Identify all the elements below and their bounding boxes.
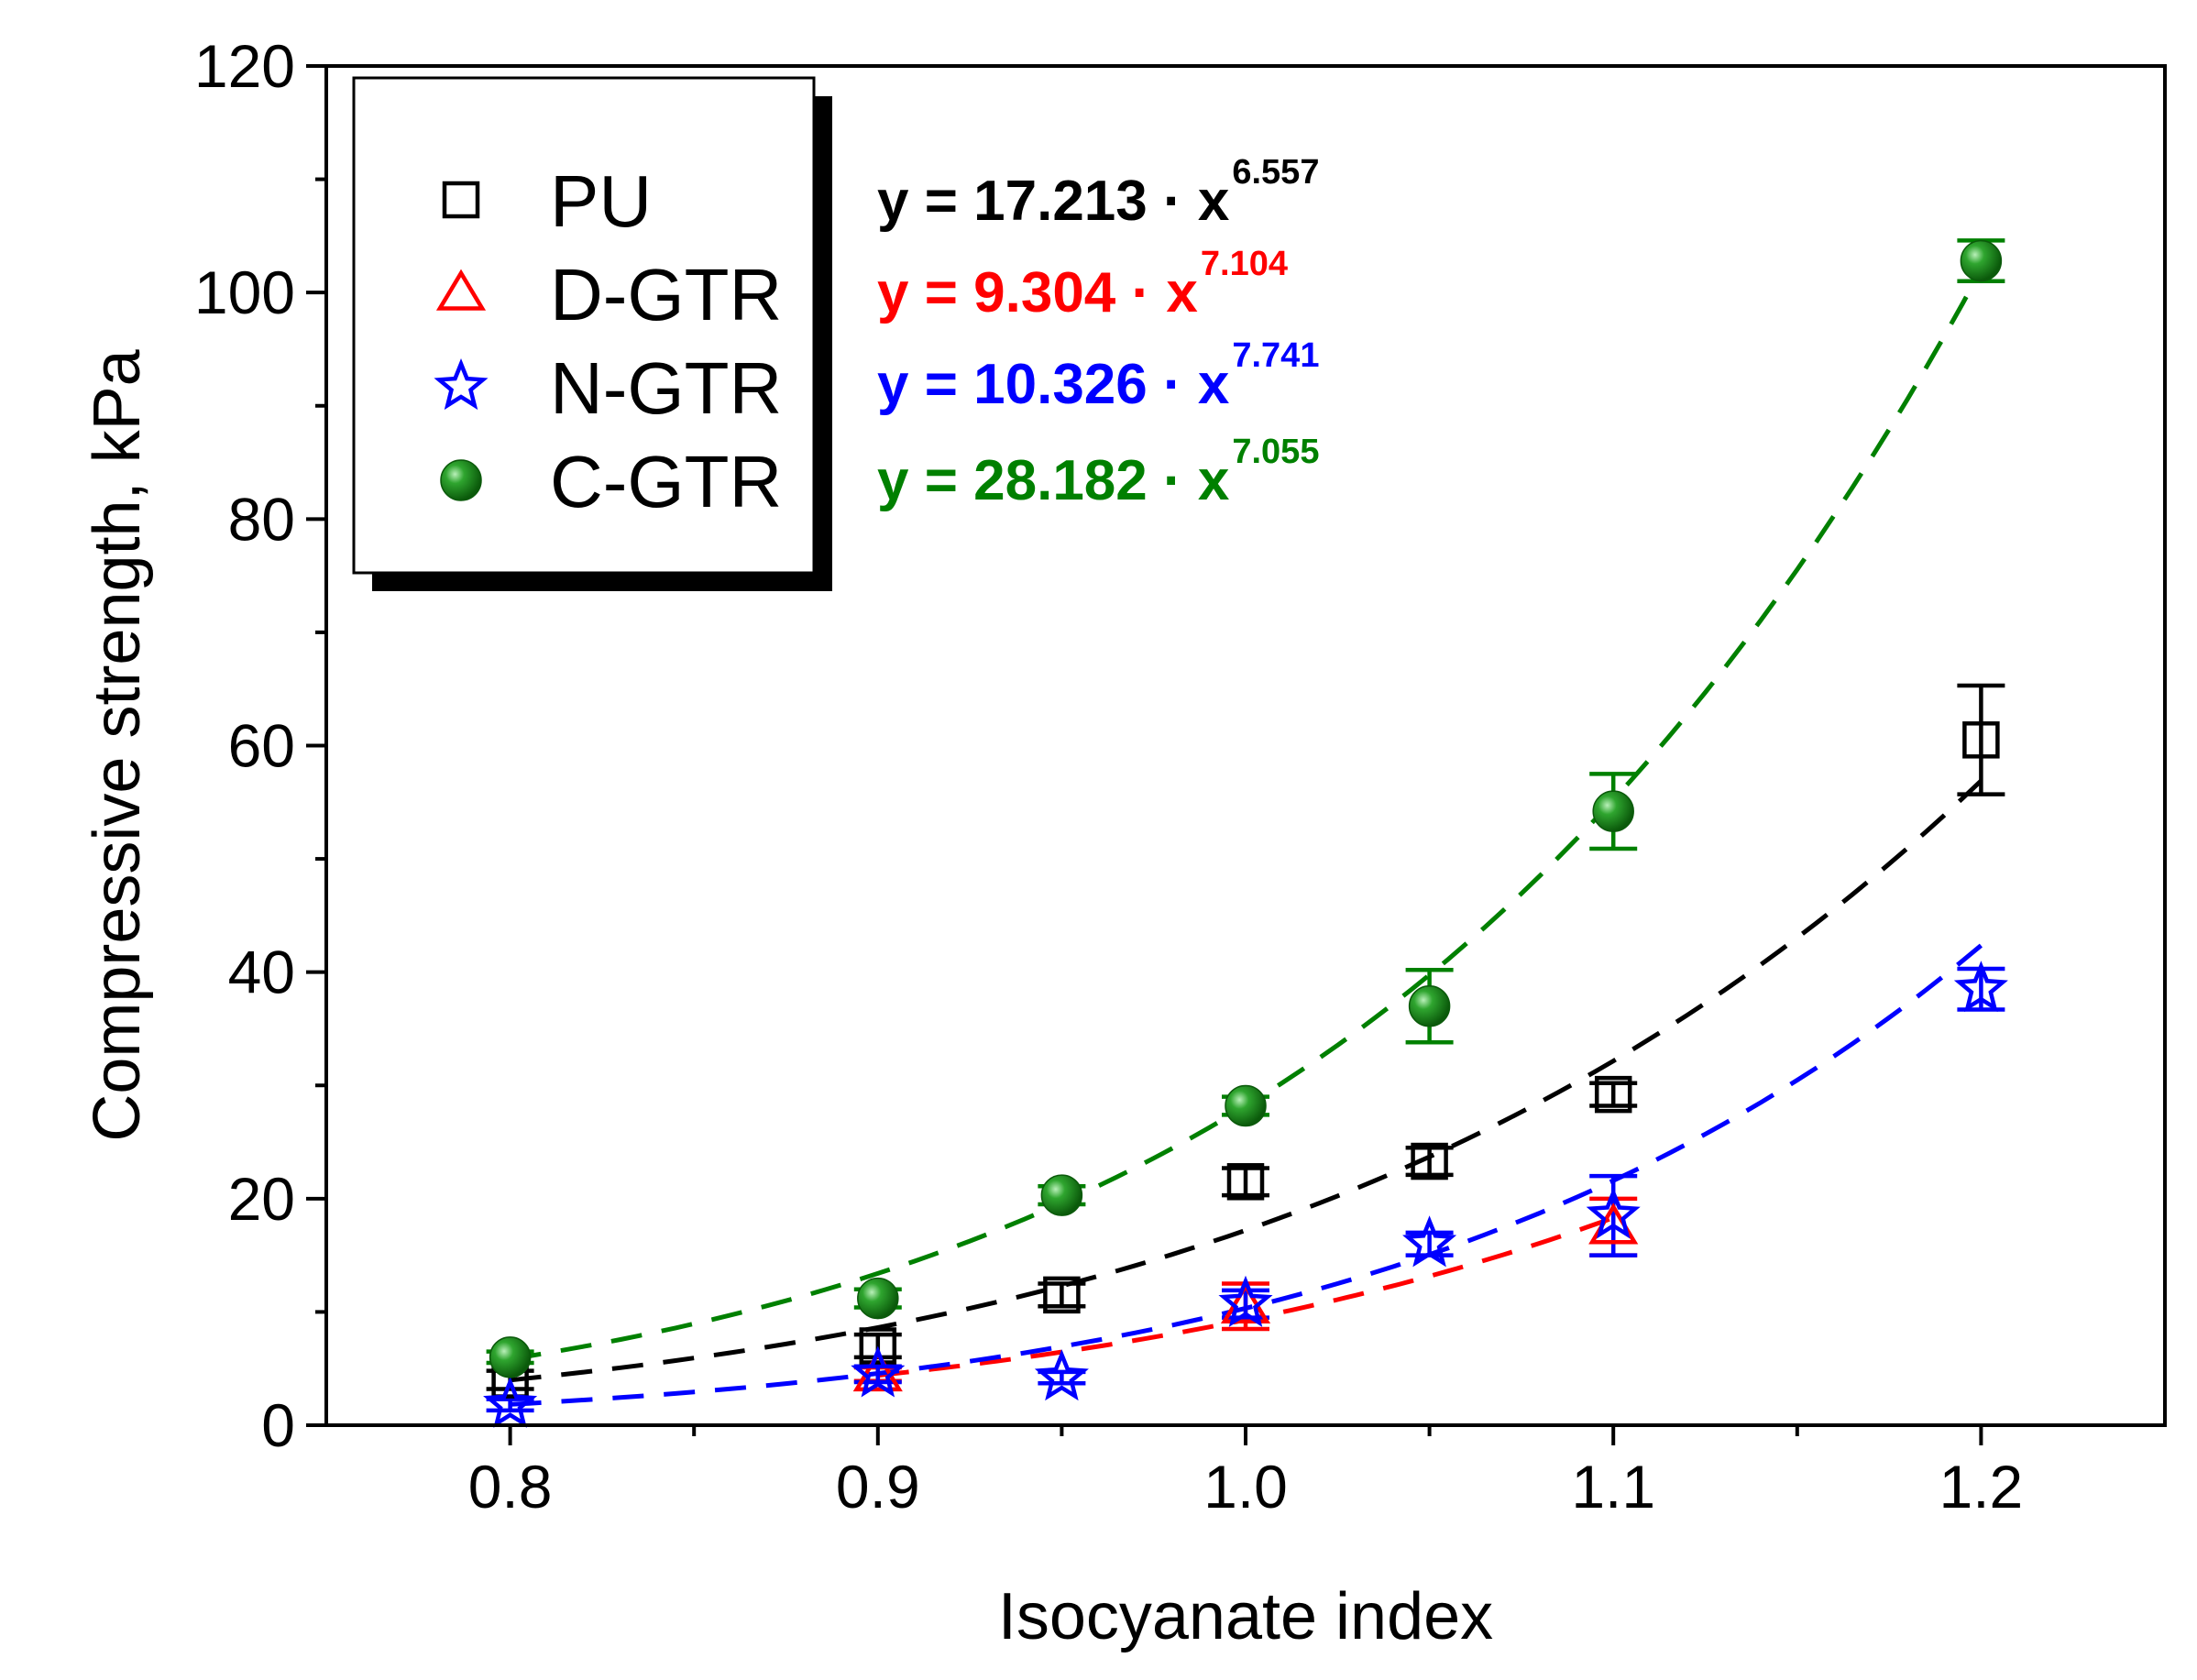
data-point-pu [1043, 1276, 1081, 1314]
x-tick-label: 1.2 [1939, 1453, 2024, 1521]
data-point-n-gtr [483, 1376, 538, 1428]
data-point-n-gtr [1218, 1275, 1273, 1327]
equation-pu: y = 17.213 · x 6.557 [877, 153, 1319, 233]
error-bar-n-gtr [1957, 966, 2005, 1012]
data-point-pu [1594, 1075, 1632, 1114]
legend-label: PU [550, 160, 652, 242]
data-markers [483, 239, 2008, 1428]
data-point-pu [859, 1327, 897, 1365]
legend-item-n-gtr: N-GTR [434, 347, 782, 429]
legend-marker [440, 459, 482, 501]
x-axis-title: Isocyanate index [998, 1580, 1493, 1653]
data-point-pu [1962, 721, 2000, 759]
data-point-c-gtr [1592, 790, 1634, 832]
data-point-n-gtr [1953, 961, 2008, 1013]
data-point-c-gtr [1408, 984, 1451, 1027]
equation-exponent: 6.557 [1232, 153, 1319, 192]
data-point-n-gtr [1402, 1215, 1457, 1268]
equation-d-gtr: y = 9.304 · x 7.104 [877, 245, 1288, 324]
legend-label: D-GTR [550, 254, 782, 335]
equation-n-gtr: y = 10.326 · x 7.741 [877, 336, 1319, 416]
y-tick-label: 80 [228, 485, 295, 553]
equation-exponent: 7.741 [1232, 336, 1319, 375]
legend-marker [435, 269, 487, 311]
data-point-pu [1226, 1163, 1265, 1201]
legend-marker [442, 181, 480, 219]
y-tick-label: 60 [228, 712, 295, 780]
data-point-c-gtr [489, 1336, 532, 1378]
y-tick-label: 20 [228, 1165, 295, 1233]
legend-box [352, 76, 816, 575]
data-point-c-gtr [1040, 1174, 1083, 1216]
legend-marker [434, 357, 489, 411]
equation-exponent: 7.055 [1232, 433, 1319, 471]
data-point-n-gtr [851, 1345, 906, 1398]
y-tick-label: 120 [194, 32, 295, 100]
error-bar-pu [1957, 683, 2005, 796]
data-point-c-gtr [1960, 239, 2003, 282]
legend-item-pu: PU [442, 160, 652, 242]
fit-curve-pu [510, 779, 1983, 1383]
legend: PU D-GTR N-GTR C-GTR [352, 76, 832, 591]
x-tick-label: 0.8 [468, 1453, 553, 1521]
x-tick-label: 1.1 [1571, 1453, 1655, 1521]
equation-main: y = 17.213 · x [877, 170, 1230, 233]
equation-c-gtr: y = 28.182 · x 7.055 [877, 433, 1319, 512]
legend-label: N-GTR [550, 347, 782, 429]
data-point-n-gtr [1034, 1349, 1089, 1401]
y-tick-label: 40 [228, 939, 295, 1006]
data-point-pu [1411, 1142, 1448, 1180]
axes: 0 20 40 60 80 100 120 0.8 0.9 1.0 1.1 1.2 Isocyanate… [81, 32, 2167, 1653]
x-tick-label: 1.0 [1203, 1453, 1288, 1521]
legend-label: C-GTR [550, 441, 782, 522]
equation-main: y = 10.326 · x [877, 353, 1230, 416]
equation-exponent: 7.104 [1201, 245, 1288, 283]
y-tick-label: 100 [194, 258, 295, 326]
data-point-d-gtr [852, 1350, 903, 1392]
y-tick-label: 0 [261, 1391, 295, 1459]
legend-item-d-gtr: D-GTR [435, 254, 782, 335]
data-point-c-gtr [857, 1277, 899, 1320]
data-point-n-gtr [1586, 1187, 1641, 1239]
y-axis-title: Compressive strength, kPa [81, 348, 154, 1141]
data-point-c-gtr [1225, 1084, 1267, 1127]
equation-main: y = 28.182 · x [877, 449, 1230, 512]
legend-item-c-gtr: C-GTR [440, 441, 782, 522]
x-tick-label: 0.9 [836, 1453, 920, 1521]
equation-main: y = 9.304 · x [877, 261, 1198, 324]
